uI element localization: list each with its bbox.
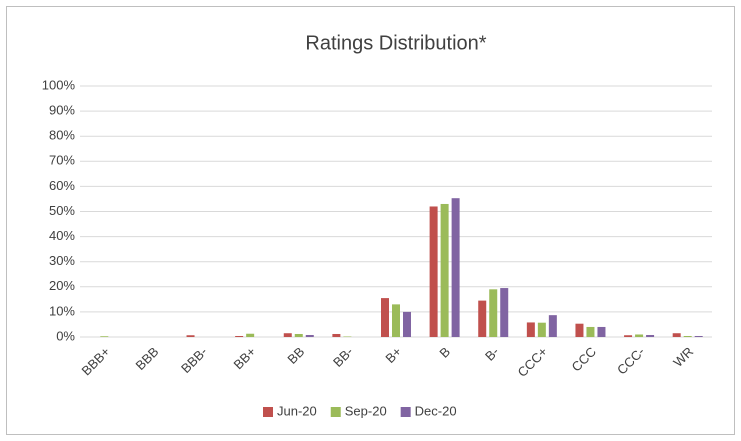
bar	[694, 335, 703, 337]
y-tick-label: 70%	[49, 153, 75, 168]
y-tick-label: 90%	[49, 103, 75, 118]
y-tick-label: 100%	[42, 77, 76, 92]
bar	[478, 300, 487, 337]
bar	[489, 289, 498, 337]
bar	[332, 333, 341, 337]
bar	[548, 315, 557, 337]
bar	[294, 333, 303, 337]
bar	[381, 298, 389, 337]
y-tick-label: 20%	[49, 278, 75, 293]
y-tick-label: 0%	[56, 328, 75, 343]
legend-label: Sep-20	[345, 403, 387, 418]
bar	[283, 333, 292, 337]
bar	[575, 323, 584, 337]
y-tick-label: 10%	[49, 303, 75, 318]
bar	[246, 333, 255, 337]
bar	[451, 198, 460, 337]
legend-label: Jun-20	[277, 403, 317, 418]
bar	[635, 334, 644, 337]
y-tick-label: 40%	[49, 228, 75, 243]
bar	[440, 203, 449, 337]
legend-swatch	[263, 407, 273, 417]
chart-border	[6, 6, 735, 435]
bar	[597, 326, 606, 337]
legend-swatch	[330, 407, 341, 417]
y-tick-label: 30%	[49, 253, 75, 268]
bar	[305, 334, 314, 337]
bar	[100, 336, 109, 337]
bar	[526, 322, 535, 337]
bar	[403, 311, 411, 337]
bar	[235, 335, 244, 337]
bar	[500, 288, 509, 337]
bar	[624, 335, 633, 337]
bar	[343, 336, 352, 337]
bar	[672, 333, 681, 337]
bar	[586, 326, 595, 337]
chart-title: Ratings Distribution*	[305, 32, 486, 54]
bar	[429, 206, 438, 337]
bar	[646, 334, 655, 337]
bar	[537, 322, 546, 337]
y-tick-label: 80%	[49, 128, 75, 143]
legend-label: Dec-20	[415, 403, 457, 418]
y-tick-label: 50%	[49, 203, 75, 218]
bar	[186, 335, 195, 337]
bar	[392, 304, 400, 337]
bar	[683, 335, 692, 337]
legend-swatch	[400, 407, 411, 417]
y-tick-label: 60%	[49, 178, 75, 193]
